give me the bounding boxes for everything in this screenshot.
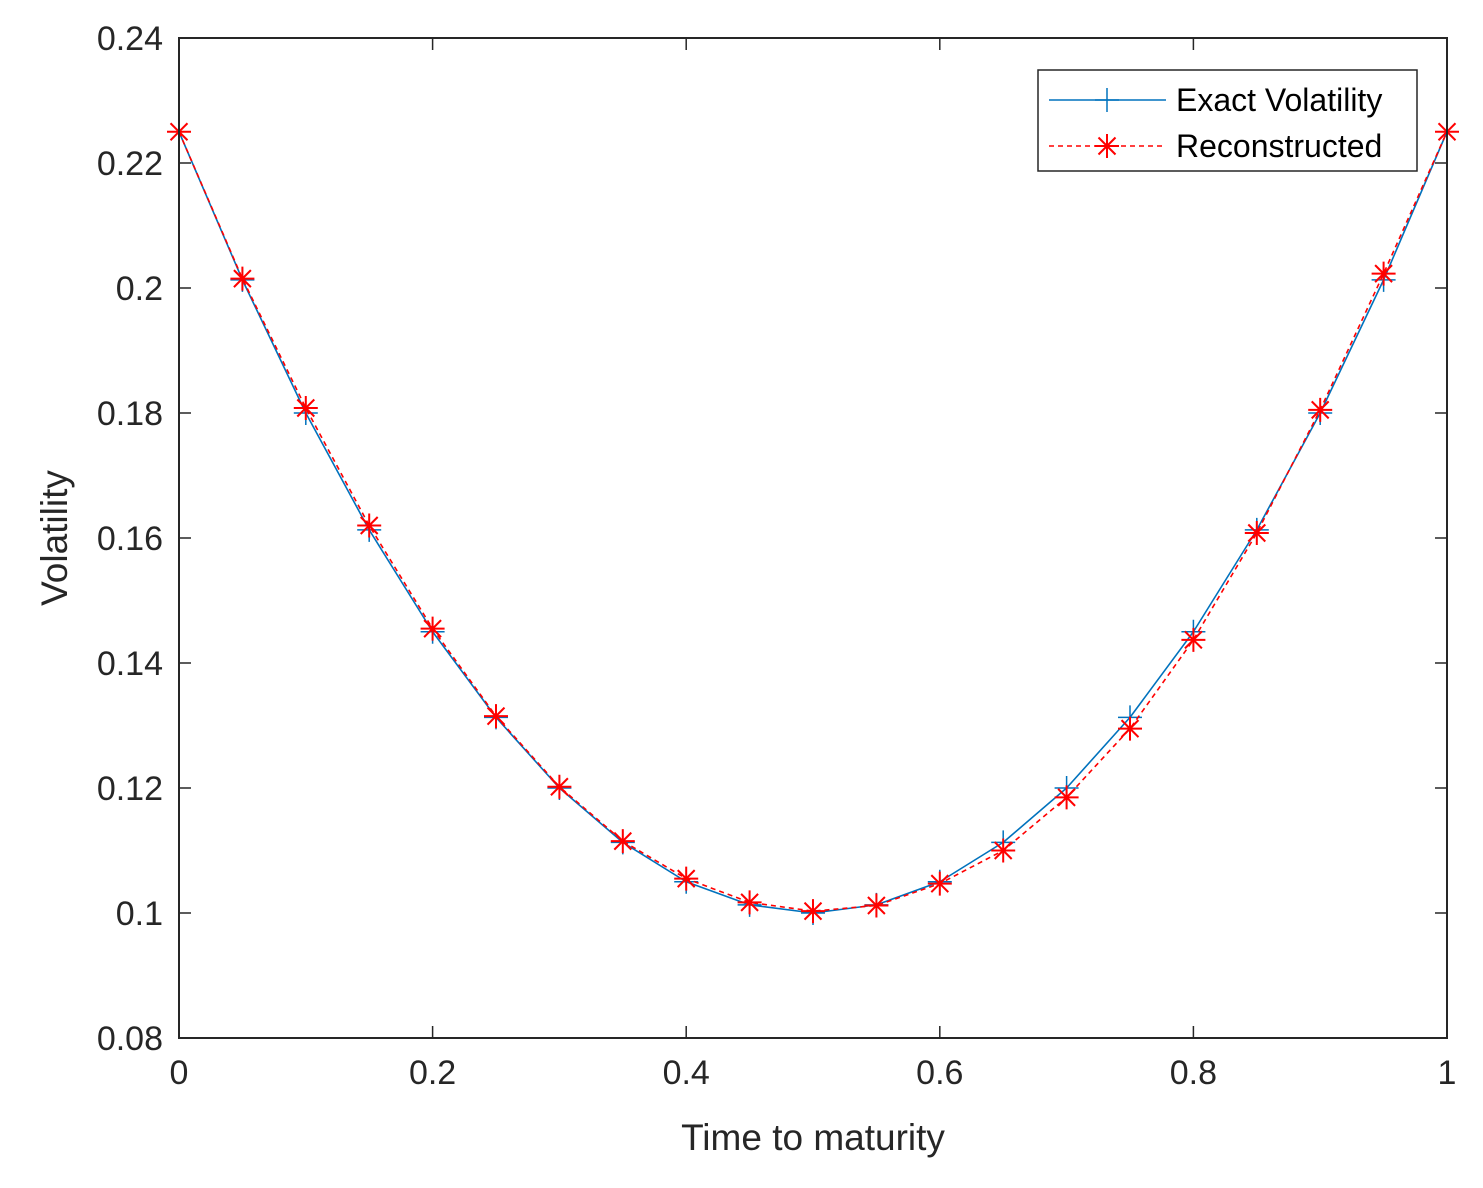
legend: Exact Volatility Reconstructed: [1037, 69, 1418, 172]
data-point: [1181, 627, 1206, 652]
legend-entry-reconstructed: Reconstructed: [1049, 128, 1382, 164]
legend-marker-exact: [1095, 88, 1119, 112]
x-axis-label: Time to maturity: [681, 1117, 945, 1158]
x-tick-label: 0.4: [663, 1054, 710, 1092]
y-tick-label: 0.1: [116, 895, 163, 933]
series-reconstructed: [167, 119, 1459, 924]
legend-entry-exact: Exact Volatility: [1049, 82, 1382, 118]
plot-background: [179, 38, 1447, 1038]
legend-box: [1037, 69, 1418, 172]
data-point: [1244, 521, 1269, 545]
y-tick-label: 0.2: [116, 270, 163, 308]
data-point: [1371, 261, 1396, 286]
data-point: [801, 899, 825, 924]
data-point: [420, 616, 445, 641]
data-point: [357, 513, 382, 538]
x-tick-label: 0: [170, 1054, 189, 1092]
y-tick-label: 0.16: [97, 520, 163, 558]
x-tick-label: 0.2: [409, 1054, 456, 1092]
data-point: [230, 266, 255, 291]
y-tick-label: 0.22: [97, 145, 163, 183]
data-point: [610, 829, 635, 854]
y-tick-label: 0.12: [97, 770, 163, 808]
x-tick-label: 1: [1438, 1054, 1457, 1092]
data-point: [484, 704, 508, 729]
legend-label-reconstructed: Reconstructed: [1176, 128, 1382, 164]
legend-marker-reconstructed: [1095, 134, 1119, 158]
data-point: [547, 774, 572, 799]
data-point: [864, 893, 889, 918]
y-axis-label: Volatility: [34, 470, 75, 606]
x-tick-label: 0.6: [916, 1054, 963, 1092]
y-tick-label: 0.24: [97, 20, 163, 58]
data-point: [737, 890, 762, 915]
data-point: [991, 838, 1016, 863]
data-point: [674, 866, 699, 891]
data-point: [1118, 716, 1142, 741]
x-tick-label: 0.8: [1170, 1054, 1217, 1092]
data-point: [1308, 397, 1333, 422]
y-tick-label: 0.08: [97, 1020, 163, 1058]
y-tick-label: 0.14: [97, 645, 163, 683]
legend-label-exact: Exact Volatility: [1176, 82, 1382, 118]
series-line: [178, 131, 1448, 912]
data-point: [1054, 785, 1079, 810]
data-point: [927, 871, 952, 896]
tick-layer: 0 0.2 0.4 0.6 0.8 1 0.08 0.1 0.12 0.14 0.16 0.18 0.2…: [97, 20, 1457, 1092]
data-point: [293, 396, 318, 420]
series-layer: [167, 119, 1459, 925]
y-tick-label: 0.18: [97, 395, 163, 433]
